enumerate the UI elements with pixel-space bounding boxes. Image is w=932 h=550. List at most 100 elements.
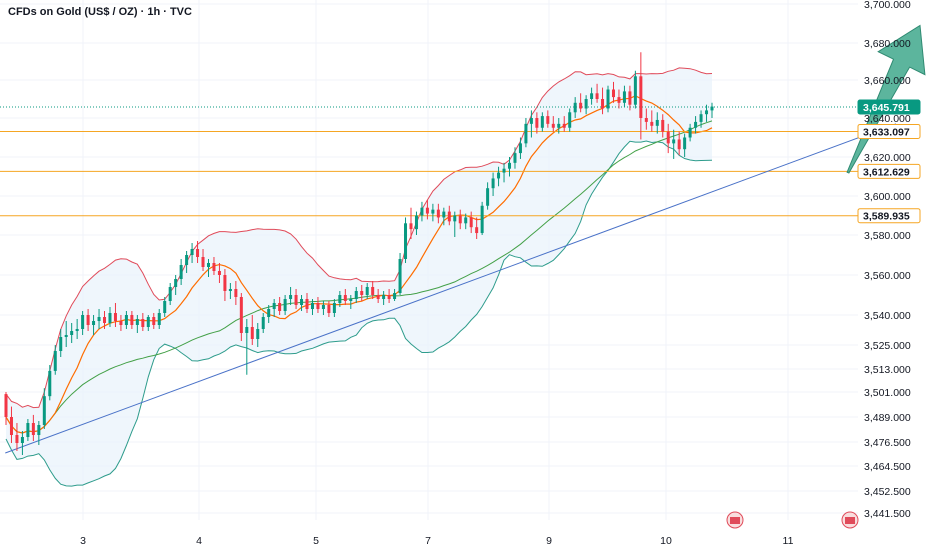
x-tick-label: 5 — [313, 535, 319, 547]
price-tag-label: 3,589.935 — [863, 211, 910, 223]
candle-body — [584, 99, 588, 109]
candle-body — [529, 118, 533, 124]
price-levels — [0, 106, 858, 217]
candle-body — [228, 289, 232, 291]
price-tag-box — [857, 208, 921, 224]
candle-body — [480, 205, 484, 234]
candle-body — [26, 423, 30, 437]
candle-body — [163, 301, 167, 313]
candle-body — [75, 329, 79, 331]
y-tick-label: 3,640.000 — [864, 113, 911, 125]
candle-body — [535, 118, 539, 128]
candle-body — [103, 317, 107, 323]
candle-body — [617, 97, 621, 103]
candle-body — [475, 227, 479, 234]
candle-body — [633, 76, 637, 105]
candle-body — [9, 417, 13, 435]
band-upper — [5, 67, 713, 409]
candle-body — [628, 91, 632, 105]
candle-body — [261, 317, 265, 329]
bollinger-bands — [5, 67, 713, 487]
candle-body — [458, 215, 462, 224]
x-tick-label: 3 — [80, 535, 86, 547]
price-tag-label: 3,633.097 — [863, 126, 910, 138]
y-tick-label: 3,452.500 — [864, 486, 911, 498]
y-tick-label: 3,600.000 — [864, 191, 911, 203]
y-tick-label: 3,525.000 — [864, 340, 911, 352]
candle-body — [119, 321, 123, 325]
candle-body — [404, 223, 408, 259]
candle-body — [185, 255, 189, 265]
candle-body — [294, 295, 298, 305]
candle-body — [365, 287, 369, 295]
candle-body — [97, 317, 101, 321]
candle-body — [557, 123, 561, 128]
candle-body — [469, 217, 473, 228]
candle-body — [256, 329, 260, 339]
candle-body — [590, 93, 594, 99]
candle-body — [81, 315, 85, 329]
trendline — [5, 123, 897, 454]
x-axis: 3 4 5 7 9 10 11 — [80, 511, 859, 547]
candle-body — [387, 295, 391, 299]
candle-body — [622, 91, 626, 103]
candle-body — [453, 215, 457, 222]
y-tick-label: 3,501.000 — [864, 387, 911, 399]
candle-body — [513, 153, 517, 163]
candle-body — [15, 435, 19, 443]
candle-body — [376, 295, 380, 299]
candle-body — [486, 188, 490, 206]
candle-body — [562, 123, 566, 128]
candle-body — [283, 299, 287, 311]
candle-body — [546, 116, 550, 124]
candle-body — [409, 223, 413, 230]
candle-body — [343, 295, 347, 301]
candle-body — [710, 106, 714, 111]
candle-body — [196, 249, 200, 257]
candle-body — [666, 131, 670, 144]
candle-body — [661, 119, 665, 132]
candle-body — [305, 299, 309, 309]
y-tick-label: 3,489.000 — [864, 412, 911, 424]
candle-body — [694, 121, 698, 128]
candle-body — [551, 123, 555, 128]
candle-body — [141, 319, 145, 327]
candle-body — [606, 89, 610, 109]
candle-body — [250, 327, 254, 339]
candle-body — [245, 327, 249, 333]
x-tick-label: 9 — [546, 535, 552, 547]
candle-body — [42, 396, 46, 425]
ma-fast — [5, 95, 713, 434]
candle-body — [705, 110, 709, 115]
candle-body — [650, 121, 654, 126]
candle-body — [540, 116, 544, 128]
band-fill — [6, 67, 712, 487]
candle-body — [595, 93, 599, 99]
candle-body — [278, 303, 282, 311]
price-tag-box — [857, 163, 921, 179]
candle-body — [683, 137, 687, 150]
y-tick-label: 3,441.500 — [864, 508, 911, 520]
candle-body — [398, 259, 402, 293]
candle-body — [644, 118, 648, 122]
candle-body — [699, 114, 703, 122]
candle-body — [190, 249, 194, 255]
candle-body — [464, 217, 468, 224]
candle-body — [53, 351, 57, 371]
candle-body — [338, 295, 342, 303]
ma-slow — [5, 120, 713, 434]
y-tick-label: 3,464.500 — [864, 461, 911, 473]
candle-body — [124, 315, 128, 325]
y-tick-label: 3,580.000 — [864, 230, 911, 242]
candle-body — [146, 317, 150, 327]
y-axis: 3,700.000 3,680.000 3,660.000 3,640.000 3,62… — [864, 0, 911, 520]
price-tags: 3,645.791 3,633.097 3,612.629 3,589.935 — [857, 99, 921, 224]
candle-body — [442, 211, 446, 218]
candle-body — [20, 437, 24, 443]
candle-body — [108, 313, 112, 323]
chart-title: CFDs on Gold (US$ / OZ) · 1h · TVC — [8, 6, 192, 18]
candle-body — [206, 263, 211, 267]
candle-body — [201, 257, 205, 267]
candle-body — [70, 331, 74, 335]
candle-body — [497, 172, 501, 179]
